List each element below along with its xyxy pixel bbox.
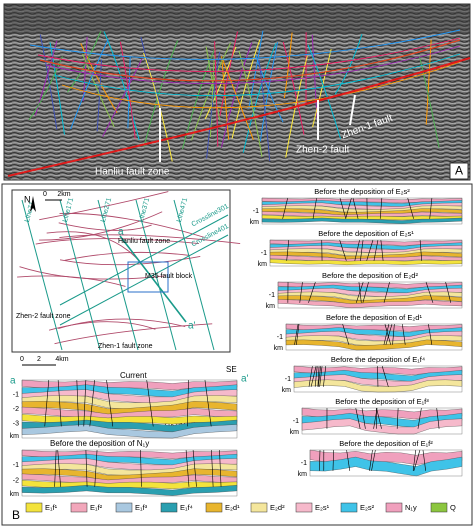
legend-swatch — [26, 503, 42, 512]
scale-label: 0 — [20, 356, 24, 363]
annotation: Hanliu fault zone — [95, 167, 170, 178]
annotation: Zhen-2 fault — [296, 145, 350, 156]
legend-label: E₁f¹ — [45, 503, 58, 512]
map-label: Zhen-1 fault zone — [98, 343, 153, 350]
depth-tick: -1 — [301, 460, 307, 467]
map-label: Zhen-2 fault zone — [16, 313, 71, 320]
depth-tick: -3 — [13, 420, 19, 427]
legend-label: E₂s¹ — [315, 503, 330, 512]
stage-title: Before the deposition of E₂d² — [322, 271, 418, 280]
panel-label: B — [12, 508, 20, 522]
depth-tick: -1 — [13, 462, 19, 469]
map-frame — [12, 190, 230, 352]
legend-swatch — [341, 503, 357, 512]
stage-title: Before the deposition of E₂s¹ — [318, 229, 414, 238]
depth-tick: -1 — [277, 334, 283, 341]
legend-swatch — [161, 503, 177, 512]
scale-label: 4km — [55, 356, 68, 363]
stage-title: Before the deposition of E₂s² — [314, 187, 410, 196]
legend-label: E₂d¹ — [225, 503, 240, 512]
depth-unit: km — [10, 491, 20, 498]
direction: SE — [226, 365, 237, 374]
legend-label: N₁y — [405, 503, 417, 512]
map-label: M35 fault block — [145, 273, 193, 280]
depth-tick: -2 — [13, 406, 19, 413]
depth-tick: -1 — [269, 292, 275, 299]
legend-label: E₁f² — [90, 503, 103, 512]
section-end: a — [118, 227, 124, 238]
stage-title: Before the deposition of E₂d¹ — [326, 313, 422, 322]
stage-title: Before the deposition of E₁f² — [339, 439, 433, 448]
section-title: Current — [120, 371, 147, 380]
depth-unit: km — [250, 219, 260, 226]
scale-label: 0 — [43, 191, 47, 198]
depth-tick: -1 — [285, 376, 291, 383]
depth-tick: -1 — [293, 418, 299, 425]
legend: E₁f¹ E₁f² E₁f³ E₁f⁴ E₂d¹ E₂d² E₂s¹ E₂s² N₁y Q — [26, 503, 456, 512]
legend-swatch — [206, 503, 222, 512]
legend-swatch — [431, 503, 447, 512]
legend-swatch — [71, 503, 87, 512]
section-end: a — [10, 376, 16, 387]
legend-swatch — [251, 503, 267, 512]
legend-label: E₂s² — [360, 503, 375, 512]
depth-unit: km — [266, 303, 276, 310]
legend-label: E₁f⁴ — [180, 503, 193, 512]
legend-swatch — [116, 503, 132, 512]
depth-tick: -1 — [261, 250, 267, 257]
legend-swatch — [296, 503, 312, 512]
section-title: Before the deposition of N₁y — [50, 439, 149, 448]
panel-label: A — [455, 164, 463, 178]
scale-label: 2 — [37, 356, 41, 363]
legend-label: Q — [450, 503, 456, 512]
depth-unit: km — [290, 429, 300, 436]
scale-label: 2km — [57, 191, 70, 198]
legend-swatch — [386, 503, 402, 512]
depth-tick: -2 — [13, 478, 19, 485]
section-end: a' — [188, 321, 196, 332]
depth-unit: km — [298, 471, 308, 478]
seismic-top — [4, 4, 470, 34]
section-end: a' — [241, 374, 249, 385]
legend-label: E₁f³ — [135, 503, 148, 512]
depth-unit: km — [258, 261, 268, 268]
depth-tick: -1 — [253, 208, 259, 215]
map-label: Hanliu fault zone — [118, 238, 170, 245]
depth-unit: km — [274, 345, 284, 352]
depth-unit: km — [10, 433, 20, 440]
depth-tick: -1 — [13, 391, 19, 398]
stage-title: Before the deposition of E₁f³ — [335, 397, 429, 406]
north-label: N — [24, 194, 31, 204]
legend-label: E₂d² — [270, 503, 285, 512]
depth-unit: km — [282, 387, 292, 394]
stage-title: Before the deposition of E₁f⁴ — [331, 355, 425, 364]
